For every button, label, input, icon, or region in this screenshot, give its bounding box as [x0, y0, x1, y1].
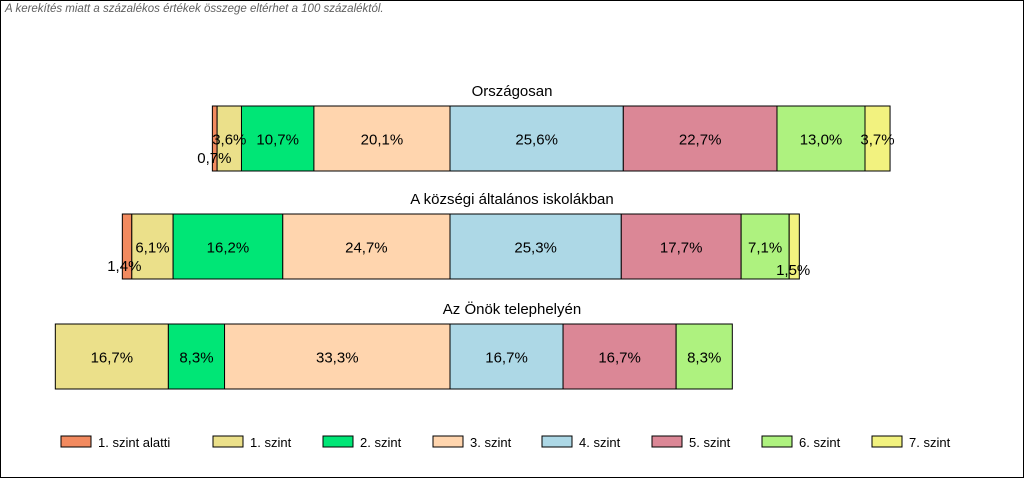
data-label: 6,1% [135, 240, 169, 257]
data-label: 3,6% [212, 132, 246, 149]
bar-segment [864, 105, 891, 172]
legend-label: 6. szint [799, 435, 841, 450]
bar-segment [622, 105, 778, 172]
bar-segment [776, 105, 866, 172]
legend-swatch [871, 435, 903, 448]
data-label: 0,7% [197, 150, 231, 167]
bar-segment [562, 323, 677, 390]
bar-segment [449, 323, 564, 390]
bar-segment [216, 105, 242, 172]
bar-segment [449, 105, 624, 172]
bar-segment [740, 213, 790, 280]
group-title: A községi általános iskolákban [410, 191, 613, 208]
data-label: 16,2% [207, 240, 250, 257]
legend-swatch [541, 435, 573, 448]
data-label: 8,3% [179, 350, 213, 367]
data-label: 33,3% [316, 350, 359, 367]
legend-swatch [651, 435, 683, 448]
bar-segment [449, 213, 622, 280]
data-label: 3,7% [860, 132, 894, 149]
legend-swatch [432, 435, 464, 448]
data-label: 10,7% [256, 132, 299, 149]
bar-segment [313, 105, 451, 172]
bar-segment [167, 323, 226, 390]
bar-segment [788, 213, 800, 280]
data-label: 20,1% [361, 132, 404, 149]
bar-segment [675, 323, 733, 390]
legend-label: 1. szint alatti [98, 435, 170, 450]
data-label: 25,6% [515, 132, 558, 149]
group-title: Az Önök telephelyén [443, 300, 581, 318]
legend-swatch [212, 435, 244, 448]
legend-swatch [761, 435, 793, 448]
legend-swatch [322, 435, 354, 448]
data-label: 22,7% [679, 132, 722, 149]
legend-swatch [60, 435, 92, 448]
bar-segment [54, 323, 169, 390]
bar-segment [282, 213, 451, 280]
data-label: 8,3% [687, 350, 721, 367]
legend-label: 2. szint [360, 435, 402, 450]
data-label: 1,4% [107, 258, 141, 275]
data-label: 16,7% [485, 350, 528, 367]
data-label: 16,7% [598, 350, 641, 367]
legend-label: 7. szint [909, 435, 951, 450]
data-label: 24,7% [345, 240, 388, 257]
data-label: 7,1% [748, 240, 782, 257]
legend-label: 4. szint [579, 435, 621, 450]
data-label: 17,7% [660, 240, 703, 257]
data-label: 25,3% [514, 240, 557, 257]
data-label: 1,5% [776, 262, 810, 279]
bar-segment [224, 323, 451, 390]
data-label: 16,7% [91, 350, 134, 367]
rounding-note: A kerekítés miatt a százalékos értékek ö… [5, 3, 384, 15]
bar-segment [172, 213, 284, 280]
legend-label: 5. szint [689, 435, 731, 450]
data-label: 13,0% [800, 132, 843, 149]
legend-label: 3. szint [470, 435, 512, 450]
legend-label: 1. szint [250, 435, 292, 450]
group-title: Országosan [472, 83, 553, 100]
